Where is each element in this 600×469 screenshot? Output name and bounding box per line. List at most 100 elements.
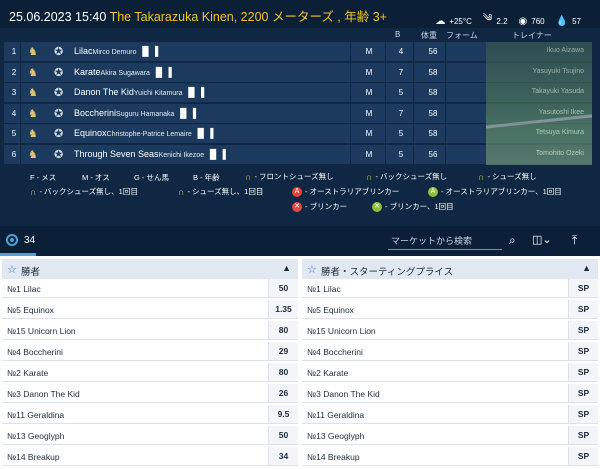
selection-name: №11 Geraldina: [7, 410, 65, 420]
odds-button[interactable]: 26: [268, 384, 298, 402]
selection-row[interactable]: №11 Geraldina SP: [302, 405, 598, 424]
layout-columns-icon[interactable]: ◫⌄: [532, 234, 552, 246]
legend-female: F - メス: [30, 173, 57, 182]
selection-row[interactable]: №4 Boccherini 29: [2, 342, 298, 361]
column-divider: [385, 42, 386, 165]
odds-button[interactable]: SP: [568, 405, 598, 423]
selection-row[interactable]: №15 Unicorn Lion 80: [2, 321, 298, 340]
odds-button[interactable]: 80: [268, 363, 298, 381]
odds-button[interactable]: SP: [568, 342, 598, 360]
selection-row[interactable]: №1 Lilac SP: [302, 279, 598, 298]
stats-chart-icon[interactable]: ▐▌▐: [206, 148, 226, 159]
selection-row[interactable]: №2 Karate SP: [302, 363, 598, 382]
humidity-icon: 💧: [555, 15, 569, 27]
selection-row[interactable]: №14 Breakup 34: [2, 447, 298, 466]
market-header[interactable]: ☆ 勝者 ▲: [2, 259, 298, 279]
odds-button[interactable]: SP: [568, 363, 598, 381]
selection-name: №14 Breakup: [307, 452, 360, 462]
runner-weight: 58: [428, 129, 438, 138]
odds-button[interactable]: SP: [568, 300, 598, 318]
legend-aus-blinker-once-label: - オーストラリアブリンカー、1回目: [441, 187, 562, 196]
selection-name: №11 Geraldina: [307, 410, 365, 420]
market-header[interactable]: ☆ 勝者・スターティングプライス ▲: [302, 259, 598, 279]
selection-row[interactable]: №3 Danon The Kid SP: [302, 384, 598, 403]
selection-row[interactable]: №11 Geraldina 9.5: [2, 405, 298, 424]
horseshoe-back-once-icon: ∩: [30, 186, 37, 197]
stats-chart-icon[interactable]: ▐▌▐: [194, 128, 214, 138]
runner-sex: M: [365, 149, 373, 159]
column-divider: [445, 42, 446, 165]
weather-info: ☁ +25°C ༄ 2.2 ◉ 760 💧 57: [435, 7, 588, 35]
stats-chart-icon[interactable]: ▐▌▐: [152, 66, 172, 77]
horseshoe-once-icon: ∩: [178, 186, 185, 197]
selection-name: №1 Lilac: [7, 284, 41, 294]
collapse-all-icon[interactable]: ⤒: [572, 233, 578, 247]
search-icon[interactable]: ⌕: [509, 233, 516, 247]
selection-row[interactable]: №15 Unicorn Lion SP: [302, 321, 598, 340]
selection-row[interactable]: №5 Equinox SP: [302, 300, 598, 319]
stats-chart-icon[interactable]: ▐▌▐: [176, 107, 197, 118]
runner-weight: 58: [428, 67, 438, 77]
legend-back-none-once: ∩ - バックシューズ無し、1回目: [30, 186, 138, 197]
selection-row[interactable]: №3 Danon The Kid 26: [2, 384, 298, 403]
col-trainer: トレイナー: [512, 31, 552, 40]
odds-button[interactable]: 50: [268, 426, 298, 444]
column-divider: [413, 42, 414, 165]
selection-name: №3 Danon The Kid: [307, 389, 380, 399]
odds-button[interactable]: 1.35: [268, 300, 298, 318]
horse-name: Danon The Kid: [74, 87, 134, 97]
chevron-up-icon[interactable]: ▲: [582, 263, 591, 273]
markets-count: 34: [24, 234, 36, 246]
selection-row[interactable]: №14 Breakup SP: [302, 447, 598, 466]
odds-button[interactable]: 9.5: [268, 405, 298, 423]
race-title-bar: 25.06.2023 15:40 The Takarazuka Kinen, 2…: [0, 0, 600, 28]
selection-name: №2 Karate: [307, 368, 349, 378]
markets-count-tab[interactable]: 34: [6, 234, 35, 246]
selection-row[interactable]: №13 Geoglyph 50: [2, 426, 298, 445]
odds-button[interactable]: SP: [568, 384, 598, 402]
odds-button[interactable]: 50: [268, 279, 298, 297]
selection-row[interactable]: №5 Equinox 1.35: [2, 300, 298, 319]
odds-button[interactable]: SP: [568, 426, 598, 444]
col-weight: 体重: [421, 31, 437, 40]
selection-row[interactable]: №2 Karate 80: [2, 363, 298, 382]
runner-name: BoccheriniSuguru Hamanaka ▐▌▐: [74, 108, 196, 118]
jockey-silks-icon: ✪: [54, 148, 64, 161]
race-name: The Takarazuka Kinen, 2200 メーターズ , 年齢 3+: [109, 10, 387, 24]
runner-draw: 7: [398, 67, 404, 77]
horse-icon: ♞: [28, 87, 38, 99]
runner-table-header: B 体重 フォーム トレイナー: [0, 28, 600, 42]
wind-icon: ༄: [482, 13, 493, 24]
horseshoe-back-icon: ∩: [366, 171, 373, 182]
runner-sex: M: [365, 88, 373, 97]
odds-button[interactable]: SP: [568, 447, 598, 465]
jockey-silks-icon: ✪: [54, 87, 64, 99]
market-search-input[interactable]: [388, 232, 502, 250]
odds-button[interactable]: 80: [268, 321, 298, 339]
horse-icon: ♞: [28, 66, 38, 79]
star-icon[interactable]: ☆: [307, 264, 317, 276]
odds-button[interactable]: SP: [568, 279, 598, 297]
blinker-icon: ✕: [292, 201, 302, 212]
runner-number: 1: [11, 47, 17, 56]
selection-row[interactable]: №4 Boccherini SP: [302, 342, 598, 361]
odds-button[interactable]: 29: [268, 342, 298, 360]
selection-row[interactable]: №13 Geoglyph SP: [302, 426, 598, 445]
runner-draw: 5: [398, 149, 404, 159]
horse-icon: ♞: [28, 46, 38, 58]
stats-chart-icon[interactable]: ▐▌▐: [185, 87, 205, 97]
runner-number: 3: [11, 88, 17, 97]
legend-aus-blinker-label: - オーストラリアブリンカー: [305, 187, 400, 196]
odds-button[interactable]: SP: [568, 321, 598, 339]
odds-button[interactable]: 34: [268, 447, 298, 465]
chevron-up-icon[interactable]: ▲: [282, 263, 291, 273]
runner-weight: 56: [428, 47, 438, 56]
star-icon[interactable]: ☆: [7, 264, 17, 276]
horse-name: Equinox: [74, 128, 107, 138]
jockey-name: Suguru Hamanaka: [116, 110, 175, 118]
stats-chart-icon[interactable]: ▐▌▐: [138, 46, 159, 56]
runner-sex: M: [365, 67, 373, 77]
selection-row[interactable]: №1 Lilac 50: [2, 279, 298, 298]
course-photo: [486, 42, 592, 165]
runner-weight: 58: [428, 88, 438, 97]
